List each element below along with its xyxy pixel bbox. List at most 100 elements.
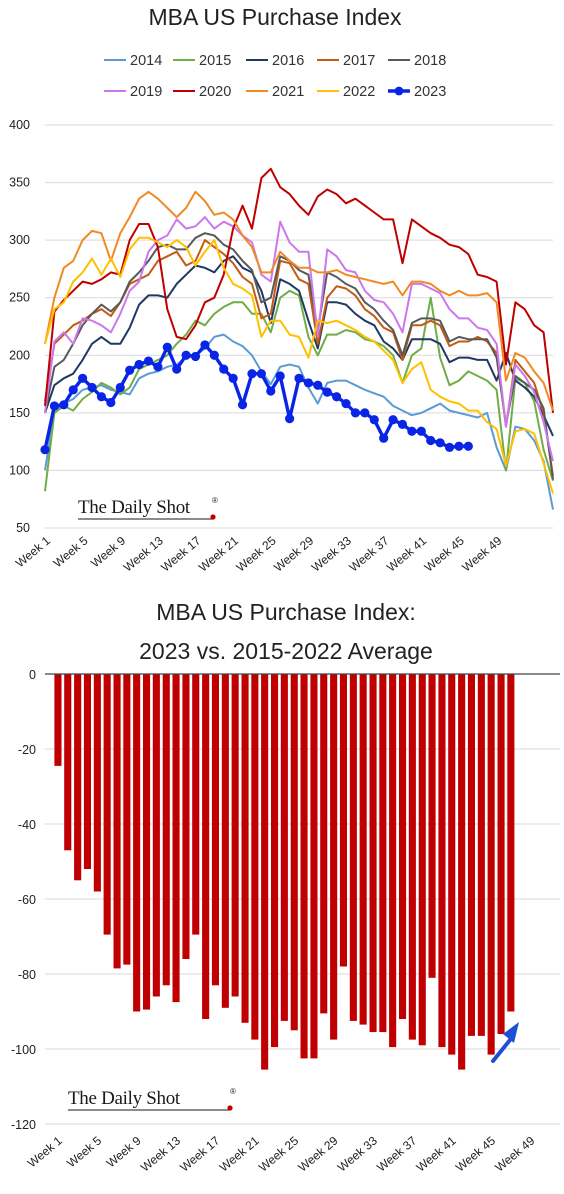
chart2-y-axis: -120 -100 -80 -60 -40 -20 0: [11, 668, 36, 1132]
chart1-legend: 2014 2015 2016 2017 2018 2019 2020 2021 2022 2023: [104, 53, 446, 100]
bar: [458, 674, 466, 1070]
series-2023-point: [125, 365, 135, 375]
chart2-y-tick: -120: [11, 1118, 36, 1132]
bar: [192, 674, 200, 935]
series-2023-point: [444, 442, 455, 452]
trend-arrow-shaft: [491, 1038, 512, 1063]
legend-label: 2014: [130, 53, 162, 69]
bar: [251, 674, 259, 1040]
bar: [221, 674, 229, 1008]
legend-item-2014: 2014: [104, 53, 162, 69]
legend-item-2019: 2019: [104, 84, 162, 100]
series-2023-point: [256, 369, 266, 379]
legend-item-2017: 2017: [317, 53, 375, 69]
bar: [428, 674, 436, 978]
series-line-2014: [44, 333, 554, 510]
series-2023-point: [313, 380, 323, 390]
bar: [231, 674, 239, 997]
series-2023-point: [87, 382, 97, 393]
legend-item-2021: 2021: [246, 84, 304, 100]
chart1-series: [40, 167, 554, 510]
brand-logo: The Daily Shot ®: [78, 496, 218, 520]
series-2023-point: [435, 438, 445, 448]
chart2-y-tick: -40: [18, 818, 36, 832]
legend-label: 2023: [414, 84, 446, 100]
series-2023-point: [426, 435, 436, 446]
series-2023-point: [134, 359, 144, 370]
series-2023-point: [106, 397, 116, 408]
bar: [241, 674, 249, 1023]
brand-logo-2-text: The Daily Shot: [68, 1088, 181, 1109]
legend-item-2020: 2020: [173, 84, 231, 100]
bar: [113, 674, 121, 969]
bar: [320, 674, 328, 1014]
series-line-2021: [44, 190, 554, 411]
series-2023-point: [96, 392, 107, 402]
series-2023-point: [143, 356, 154, 366]
series-2023-point: [59, 400, 69, 410]
chart2-y-tick: -60: [18, 893, 36, 907]
series-2023-point: [40, 445, 50, 455]
series-2023-point: [275, 371, 285, 381]
legend-label: 2019: [130, 84, 162, 100]
legend-item-2018: 2018: [388, 53, 446, 69]
bar: [369, 674, 377, 1033]
brand-logo-text: The Daily Shot: [78, 497, 191, 518]
bar: [133, 674, 141, 1012]
series-line-2019: [44, 216, 554, 462]
series-2023-point: [162, 342, 172, 352]
bar: [389, 674, 397, 1048]
legend-label: 2016: [272, 53, 304, 69]
series-line-2020: [44, 167, 554, 414]
series-line-2022: [44, 236, 554, 494]
legend-item-2023: 2023: [388, 84, 446, 100]
chart2-y-tick: -20: [18, 743, 36, 757]
legend-marker: [394, 86, 404, 96]
legend-label: 2021: [272, 84, 304, 100]
bar: [507, 674, 515, 1012]
series-2023-point: [247, 369, 257, 379]
chart1-y-tick: 150: [9, 406, 30, 420]
bar: [182, 674, 190, 959]
series-2023-point: [388, 415, 398, 425]
brand-dot-2: [227, 1105, 233, 1111]
series-2023-point: [181, 350, 191, 360]
bar: [359, 674, 367, 1025]
series-2023-point: [209, 350, 219, 360]
bar: [487, 674, 495, 1055]
series-2023-point: [78, 373, 88, 383]
chart2-title-line2: 2023 vs. 2015-2022 Average: [139, 638, 433, 664]
legend-label: 2018: [414, 53, 446, 69]
series-2023-point: [190, 351, 201, 362]
series-2023-point: [115, 382, 125, 393]
bar: [103, 674, 111, 935]
series-line-2016: [44, 255, 554, 437]
bar: [152, 674, 160, 997]
series-2023-point: [294, 373, 304, 383]
bar: [349, 674, 357, 1021]
series-2023-point: [379, 433, 389, 443]
bar: [418, 674, 426, 1046]
bar: [271, 674, 279, 1048]
trend-arrow: [491, 1022, 519, 1063]
bar: [172, 674, 180, 1003]
series-2023-point: [228, 373, 238, 383]
series-2023-point: [266, 386, 276, 396]
brand-dot: [210, 514, 216, 520]
bar: [211, 674, 219, 986]
series-2023-point: [153, 362, 163, 372]
bar: [54, 674, 62, 766]
bar: [467, 674, 475, 1036]
series-2023-point: [416, 426, 426, 436]
legend-label: 2017: [343, 53, 375, 69]
chart2-y-tick: -80: [18, 968, 36, 982]
bar: [143, 674, 151, 1010]
chart2-y-tick: -100: [11, 1043, 36, 1057]
legend-item-2015: 2015: [173, 53, 231, 69]
chart1-y-tick: 200: [9, 348, 30, 362]
chart1-title: MBA US Purchase Index: [148, 4, 402, 30]
bar: [64, 674, 72, 851]
chart1-y-tick: 250: [9, 291, 30, 305]
bar: [300, 674, 308, 1059]
brand-logo-mark: ®: [212, 496, 218, 505]
